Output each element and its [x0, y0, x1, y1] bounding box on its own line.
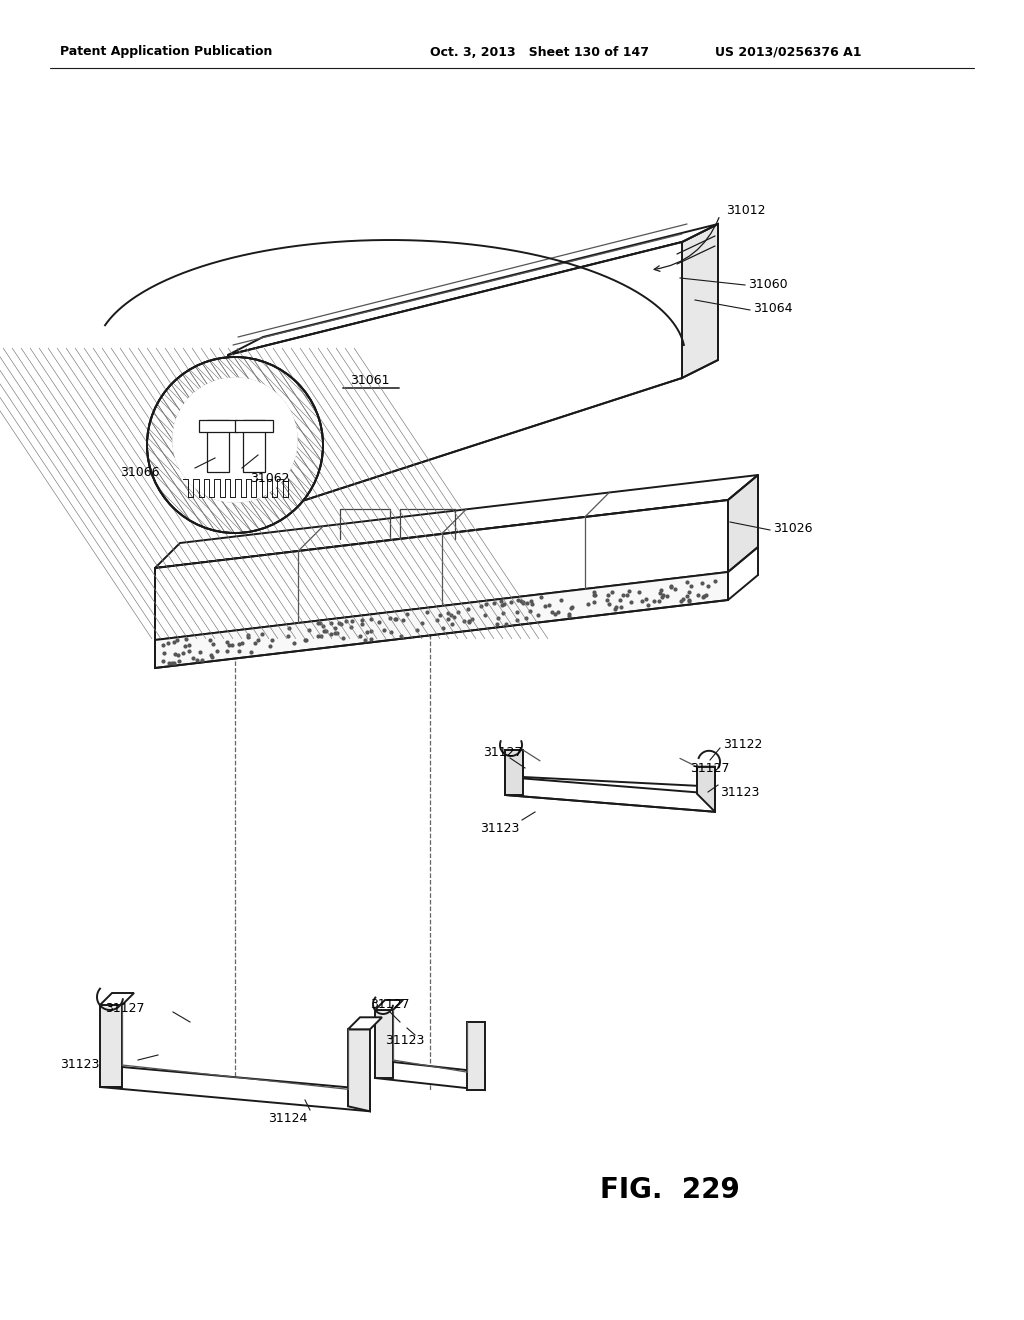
Text: 31062: 31062	[250, 471, 290, 484]
Polygon shape	[243, 420, 265, 473]
Polygon shape	[348, 1030, 370, 1111]
Polygon shape	[199, 420, 237, 432]
Polygon shape	[375, 1001, 403, 1010]
Text: 31127: 31127	[370, 998, 410, 1011]
Polygon shape	[100, 993, 134, 1005]
Text: US 2013/0256376 A1: US 2013/0256376 A1	[715, 45, 861, 58]
Text: 31066: 31066	[120, 466, 160, 479]
Text: 31124: 31124	[268, 1111, 307, 1125]
Polygon shape	[173, 378, 297, 502]
Polygon shape	[728, 475, 758, 572]
Text: 31026: 31026	[773, 523, 812, 536]
Circle shape	[173, 378, 297, 502]
Polygon shape	[375, 1060, 485, 1090]
Polygon shape	[682, 224, 718, 378]
Polygon shape	[199, 420, 237, 432]
Text: 31127: 31127	[690, 762, 729, 775]
Polygon shape	[375, 1010, 393, 1078]
Polygon shape	[234, 420, 273, 432]
Polygon shape	[207, 420, 229, 473]
Polygon shape	[155, 500, 728, 640]
Text: 31127: 31127	[105, 1002, 144, 1015]
Text: 31123: 31123	[60, 1059, 99, 1072]
Text: 31127: 31127	[483, 746, 522, 759]
Polygon shape	[228, 242, 682, 525]
Polygon shape	[155, 475, 758, 568]
Polygon shape	[100, 1065, 370, 1111]
Polygon shape	[505, 777, 715, 812]
Text: 31060: 31060	[748, 277, 787, 290]
Polygon shape	[348, 1018, 382, 1030]
Polygon shape	[467, 1022, 485, 1090]
Text: 31064: 31064	[753, 302, 793, 315]
Text: 31123: 31123	[480, 821, 519, 834]
Polygon shape	[234, 420, 273, 432]
Polygon shape	[173, 378, 297, 502]
Text: 31123: 31123	[385, 1034, 424, 1047]
Text: 31061: 31061	[350, 374, 390, 387]
Circle shape	[147, 356, 323, 533]
Polygon shape	[697, 767, 715, 812]
Text: FIG.  229: FIG. 229	[600, 1176, 739, 1204]
Polygon shape	[100, 1005, 122, 1086]
Text: Oct. 3, 2013   Sheet 130 of 147: Oct. 3, 2013 Sheet 130 of 147	[430, 45, 649, 58]
Polygon shape	[228, 224, 718, 355]
Text: 31122: 31122	[723, 738, 763, 751]
Text: 31123: 31123	[720, 787, 760, 800]
Polygon shape	[505, 750, 523, 795]
Polygon shape	[147, 356, 323, 533]
Text: 31012: 31012	[726, 203, 766, 216]
Polygon shape	[207, 420, 229, 473]
Polygon shape	[243, 420, 265, 473]
Polygon shape	[155, 572, 728, 668]
Text: Patent Application Publication: Patent Application Publication	[60, 45, 272, 58]
